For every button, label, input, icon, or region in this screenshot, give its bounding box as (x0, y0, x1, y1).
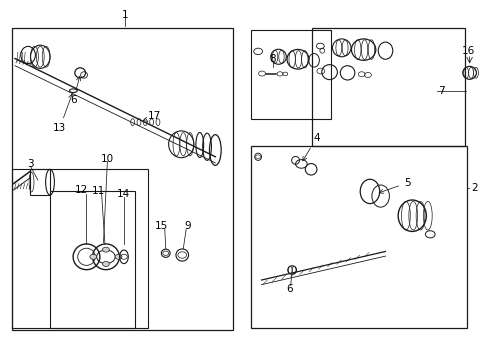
Circle shape (115, 254, 122, 259)
Circle shape (102, 261, 109, 266)
Text: 3: 3 (27, 159, 34, 169)
Text: 8: 8 (269, 54, 275, 64)
Text: 12: 12 (75, 185, 88, 195)
Bar (50, 191, 135, 328)
Text: 11: 11 (92, 186, 105, 197)
Text: 16: 16 (461, 46, 474, 56)
Bar (12, 28, 233, 330)
Text: 6: 6 (286, 284, 292, 294)
Bar (30, 169, 50, 195)
Text: 6: 6 (70, 76, 81, 105)
Text: 15: 15 (155, 221, 168, 231)
Text: 5: 5 (378, 178, 410, 193)
Text: 1: 1 (122, 10, 128, 19)
Text: 9: 9 (184, 221, 190, 231)
Text: 7: 7 (437, 86, 444, 96)
Text: 2: 2 (470, 183, 477, 193)
Text: 14: 14 (116, 189, 129, 199)
Bar (250, 146, 466, 328)
Text: 13: 13 (53, 94, 73, 133)
Circle shape (102, 247, 109, 252)
Bar (250, 30, 330, 119)
Text: 17: 17 (142, 111, 161, 121)
Text: 4: 4 (302, 133, 319, 161)
Bar (311, 28, 464, 146)
Circle shape (90, 254, 97, 259)
Text: 10: 10 (101, 154, 114, 163)
Bar (12, 169, 148, 328)
